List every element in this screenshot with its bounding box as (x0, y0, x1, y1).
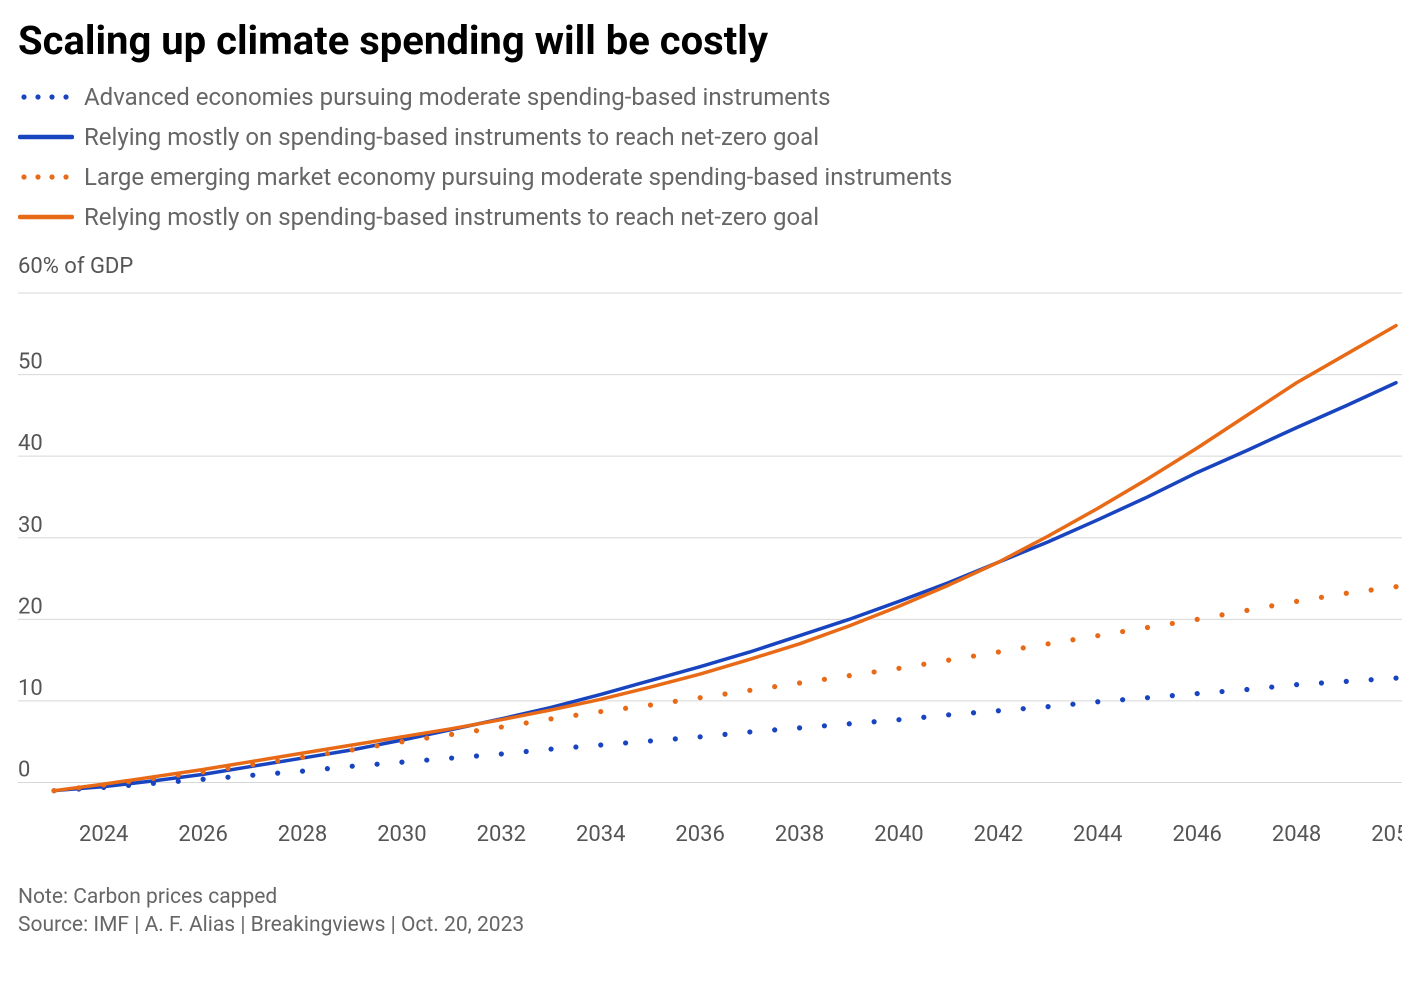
x-tick-label: 2030 (377, 822, 426, 847)
x-tick-label: 2038 (775, 822, 824, 847)
chart-source: Source: IMF | A. F. Alias | Breakingview… (18, 913, 1402, 937)
x-tick-label: 2028 (278, 822, 327, 847)
x-tick-label: 2048 (1272, 822, 1321, 847)
legend-swatch (18, 131, 74, 143)
chart-container: Scaling up climate spending will be cost… (0, 0, 1420, 1000)
y-tick-label: 0 (18, 758, 30, 783)
x-tick-label: 2046 (1172, 822, 1221, 847)
series-eme_netzero (54, 326, 1396, 791)
legend-label: Relying mostly on spending-based instrum… (84, 202, 819, 232)
legend-item: Advanced economies pursuing moderate spe… (18, 82, 1402, 112)
x-tick-label: 2050 (1371, 822, 1402, 847)
y-tick-label: 40 (18, 431, 43, 456)
chart-note: Note: Carbon prices capped (18, 885, 1402, 909)
y-tick-label: 20 (18, 594, 43, 619)
legend: Advanced economies pursuing moderate spe… (18, 82, 1402, 232)
legend-item: Relying mostly on spending-based instrum… (18, 122, 1402, 152)
legend-label: Relying mostly on spending-based instrum… (84, 122, 819, 152)
x-tick-label: 2026 (178, 822, 227, 847)
x-tick-label: 2036 (675, 822, 724, 847)
x-tick-label: 2042 (974, 822, 1023, 847)
legend-item: Relying mostly on spending-based instrum… (18, 202, 1402, 232)
series-adv_netzero (54, 383, 1396, 791)
y-tick-label: 10 (18, 676, 43, 701)
y-axis-title: 60% of GDP (18, 254, 1402, 279)
x-tick-label: 2040 (874, 822, 923, 847)
gridlines (18, 293, 1402, 783)
line-chart-svg: 0102030405020242026202820302032203420362… (18, 285, 1402, 855)
chart-plot-area: 0102030405020242026202820302032203420362… (18, 285, 1402, 855)
y-tick-label: 50 (18, 350, 43, 375)
legend-item: Large emerging market economy pursuing m… (18, 162, 1402, 192)
legend-swatch (18, 171, 74, 183)
x-tick-label: 2024 (79, 822, 128, 847)
chart-title: Scaling up climate spending will be cost… (18, 18, 1402, 64)
legend-label: Advanced economies pursuing moderate spe… (84, 82, 830, 112)
legend-swatch (18, 211, 74, 223)
x-tick-label: 2044 (1073, 822, 1122, 847)
x-tick-label: 2034 (576, 822, 625, 847)
legend-swatch (18, 91, 74, 103)
x-tick-label: 2032 (477, 822, 526, 847)
y-tick-label: 30 (18, 513, 43, 538)
legend-label: Large emerging market economy pursuing m… (84, 162, 952, 192)
